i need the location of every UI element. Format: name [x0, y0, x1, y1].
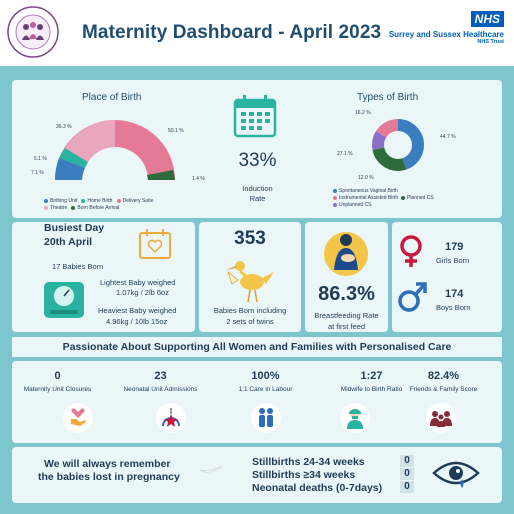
slice-born-before-arrival	[147, 170, 175, 180]
slice-planned-cs	[372, 119, 424, 171]
breastfeeding-label-2: at first feed	[327, 322, 366, 331]
girls-value: 179	[445, 241, 464, 253]
slice-birthing-unit	[54, 158, 85, 180]
place-of-birth-chart	[54, 120, 175, 180]
tob-legend: Spontaneous Vaginal Birth Instrumental A…	[333, 188, 483, 209]
slice-unplanned-cs	[372, 119, 424, 171]
remember-line-2: the babies lost in pregnancy	[38, 471, 180, 483]
mvp-logo-icon	[7, 6, 59, 58]
nhs-logo: NHS Surrey and Sussex Healthcare NHS Tru…	[384, 10, 504, 45]
types-of-birth-chart	[372, 119, 424, 171]
lightest-line-1: Lightest Baby weighed	[100, 278, 176, 287]
legend-dot	[116, 198, 121, 203]
metric-value-1: 0	[54, 370, 61, 382]
boys-label: Boys Born	[436, 303, 471, 312]
babies-born-label-1: Babies Born including	[213, 306, 287, 315]
family-icon	[430, 411, 452, 427]
slice-home-birth	[59, 148, 88, 168]
calendar-icon	[233, 95, 277, 138]
legend-dot	[333, 202, 337, 207]
legend-dot	[71, 205, 76, 210]
pob-label-4: 7.1 %	[31, 170, 44, 176]
place-of-birth-title: Place of Birth	[82, 92, 142, 103]
loss-value-1: 0	[400, 455, 414, 467]
loss-label-3: Neonatal deaths (0-7days)	[252, 482, 383, 494]
busiest-day-title-1: Busiest Day	[44, 222, 105, 234]
moon-icon	[199, 465, 223, 473]
gender-panel	[392, 222, 502, 332]
legend-dot	[81, 198, 86, 203]
slice-theatre	[65, 120, 115, 162]
scale-icon	[44, 282, 84, 318]
busiest-day-babies: 17 Babies Born	[52, 262, 104, 271]
metric-icon-bg-3	[251, 403, 281, 433]
neonatal-mobile-icon	[162, 408, 180, 427]
loss-value-2: 0	[400, 468, 414, 480]
half-donut	[54, 120, 175, 180]
pob-label-5: 1.4 %	[192, 176, 205, 182]
tob-label-1: 16.2 %	[355, 110, 371, 116]
induction-value: 33%	[238, 150, 277, 171]
breastfeeding-value: 86.3%	[318, 283, 375, 305]
types-of-birth-title: Types of Birth	[357, 92, 419, 103]
metric-value-4: 1:27	[360, 370, 383, 382]
babies-born-value: 353	[234, 228, 266, 249]
metric-value-3: 100%	[251, 370, 280, 382]
legend-dot	[44, 205, 48, 210]
induction-label-2: Rate	[249, 194, 266, 203]
legend-dot	[400, 195, 405, 200]
loss-label-2: Stillbirths ≥34 weeks	[252, 469, 356, 481]
loss-value-3: 0	[400, 481, 414, 493]
remembrance-panel	[12, 447, 502, 503]
stork-icon	[226, 261, 274, 303]
metric-label-2: Neonatal Unit Admissions	[123, 386, 198, 393]
pob-label-1: 36.3 %	[56, 124, 72, 130]
lightest-line-2: 1.07kg / 2lb 6oz	[116, 288, 169, 297]
metric-value-5: 82.4%	[427, 370, 460, 382]
midwife-icon	[347, 409, 363, 429]
pob-label-3: 5.1 %	[34, 156, 47, 162]
trust-name: Surrey and Sussex Healthcare	[388, 30, 504, 39]
legend-dot	[333, 195, 337, 200]
babies-born-label-2: 2 sets of twins	[226, 317, 274, 326]
metric-value-2: 23	[154, 370, 167, 382]
breastfeeding-icon	[324, 232, 368, 276]
tob-label-2: 44.7 %	[440, 134, 456, 140]
legend-dot	[333, 188, 337, 193]
remember-line-1: We will always remember	[44, 458, 171, 470]
header: Maternity Dashboard - April 2023 NHS Sur…	[0, 0, 514, 66]
heaviest-line-2: 4.96kg / 10lb 15oz	[106, 317, 168, 326]
nhs-badge: NHS	[470, 11, 504, 27]
breastfeeding-label-1: Breastfeeding Rate	[314, 311, 379, 320]
tob-label-4: 12.0 %	[358, 175, 374, 181]
girls-label: Girls Born	[436, 256, 470, 265]
trust-sub: NHS Trust	[477, 39, 504, 45]
male-symbol-icon	[398, 282, 427, 312]
boys-value: 174	[445, 288, 464, 300]
metric-label-3: 1:1 Care in Labour	[238, 386, 293, 393]
heaviest-line-1: Heaviest Baby weighed	[98, 306, 177, 315]
induction-label-1: Induction	[242, 184, 273, 193]
pob-legend: Birthing Unit Home Birth Delivery Suite …	[44, 198, 214, 212]
loss-label-1: Stillbirths 24-34 weeks	[252, 456, 365, 468]
tob-label-3: 27.1 %	[337, 151, 353, 157]
caring-hand-icon	[71, 408, 86, 426]
calendar-heart-icon	[139, 229, 171, 259]
pob-label-2: 50.1 %	[168, 128, 184, 134]
metric-label-1: Maternity Unit Closures	[23, 386, 92, 393]
slice-instrumental	[372, 119, 424, 171]
metric-label-5: Friends & Family Score	[409, 386, 478, 393]
people-icon	[259, 408, 273, 427]
legend-dot	[44, 198, 48, 203]
busiest-day-panel	[12, 222, 195, 332]
eye-tear-icon	[432, 461, 480, 488]
female-symbol-icon	[400, 235, 422, 267]
metric-label-4: Midwife to Birth Ratio	[340, 386, 403, 393]
mission-banner: Passionate About Supporting All Women an…	[12, 337, 502, 357]
page-title: Maternity Dashboard - April 2023	[82, 22, 382, 43]
busiest-day-title-2: 20th April	[44, 236, 93, 248]
